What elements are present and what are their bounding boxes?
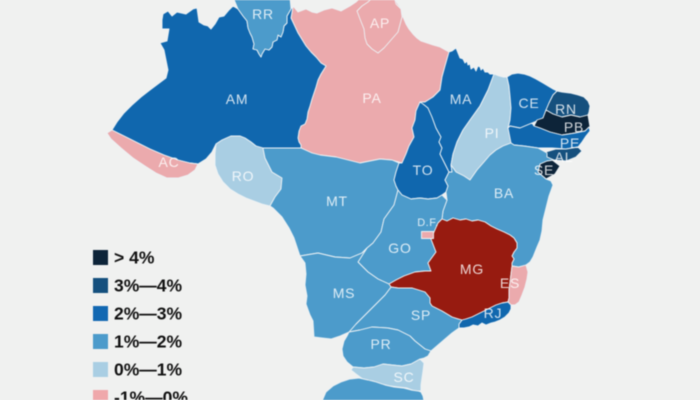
svg-text:> 4%: > 4% — [114, 248, 155, 268]
svg-text:MA: MA — [450, 91, 473, 107]
svg-text:AC: AC — [158, 154, 179, 170]
svg-text:3%—4%: 3%—4% — [114, 276, 183, 296]
svg-text:MS: MS — [333, 285, 356, 301]
svg-text:RN: RN — [555, 101, 577, 117]
svg-text:GO: GO — [388, 240, 411, 256]
svg-text:RO: RO — [232, 168, 255, 184]
svg-text:-1%—0%: -1%—0% — [114, 388, 188, 400]
svg-text:PB: PB — [564, 119, 584, 135]
svg-text:TO: TO — [413, 162, 434, 178]
svg-text:SP: SP — [411, 307, 431, 323]
svg-text:1%—2%: 1%—2% — [114, 332, 183, 352]
svg-text:PI: PI — [485, 125, 500, 141]
svg-text:CE: CE — [518, 95, 539, 111]
svg-text:MT: MT — [326, 193, 348, 209]
svg-text:D.F.: D.F. — [417, 217, 439, 229]
svg-text:PE: PE — [560, 135, 580, 151]
svg-text:AM: AM — [226, 91, 249, 107]
svg-text:PA: PA — [362, 90, 381, 106]
svg-text:2%—3%: 2%—3% — [114, 304, 183, 324]
svg-text:0%—1%: 0%—1% — [114, 360, 183, 380]
svg-text:SC: SC — [393, 369, 414, 385]
svg-text:RJ: RJ — [484, 305, 503, 321]
svg-text:MG: MG — [460, 261, 484, 277]
svg-text:AP: AP — [370, 15, 390, 31]
svg-text:BA: BA — [494, 185, 514, 201]
svg-text:AL: AL — [555, 149, 574, 165]
svg-text:SE: SE — [534, 162, 554, 178]
svg-text:PR: PR — [370, 336, 391, 352]
svg-text:RR: RR — [252, 6, 274, 22]
svg-text:ES: ES — [500, 275, 520, 291]
